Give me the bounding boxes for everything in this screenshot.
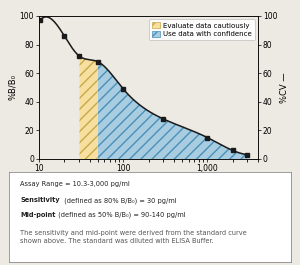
Text: Mid-point: Mid-point xyxy=(20,212,56,218)
Text: The sensitivity and mid-point were derived from the standard curve
shown above. : The sensitivity and mid-point were deriv… xyxy=(20,230,247,244)
Text: Assay Range = 10.3-3,000 pg/ml: Assay Range = 10.3-3,000 pg/ml xyxy=(20,181,130,187)
Text: (defined as 50% B/B₀) = 90-140 pg/ml: (defined as 50% B/B₀) = 90-140 pg/ml xyxy=(56,212,186,218)
X-axis label: 8-Hydroxy-2’-deoxyguanosine (pg/ml): 8-Hydroxy-2’-deoxyguanosine (pg/ml) xyxy=(76,176,221,185)
Text: Sensitivity: Sensitivity xyxy=(20,197,60,204)
Text: (defined as 80% B/B₀) = 30 pg/ml: (defined as 80% B/B₀) = 30 pg/ml xyxy=(62,197,177,204)
Y-axis label: %B/B₀: %B/B₀ xyxy=(8,74,17,100)
Legend: Evaluate data cautiously, Use data with confidence: Evaluate data cautiously, Use data with … xyxy=(149,19,254,40)
Y-axis label: %CV —: %CV — xyxy=(280,72,289,103)
